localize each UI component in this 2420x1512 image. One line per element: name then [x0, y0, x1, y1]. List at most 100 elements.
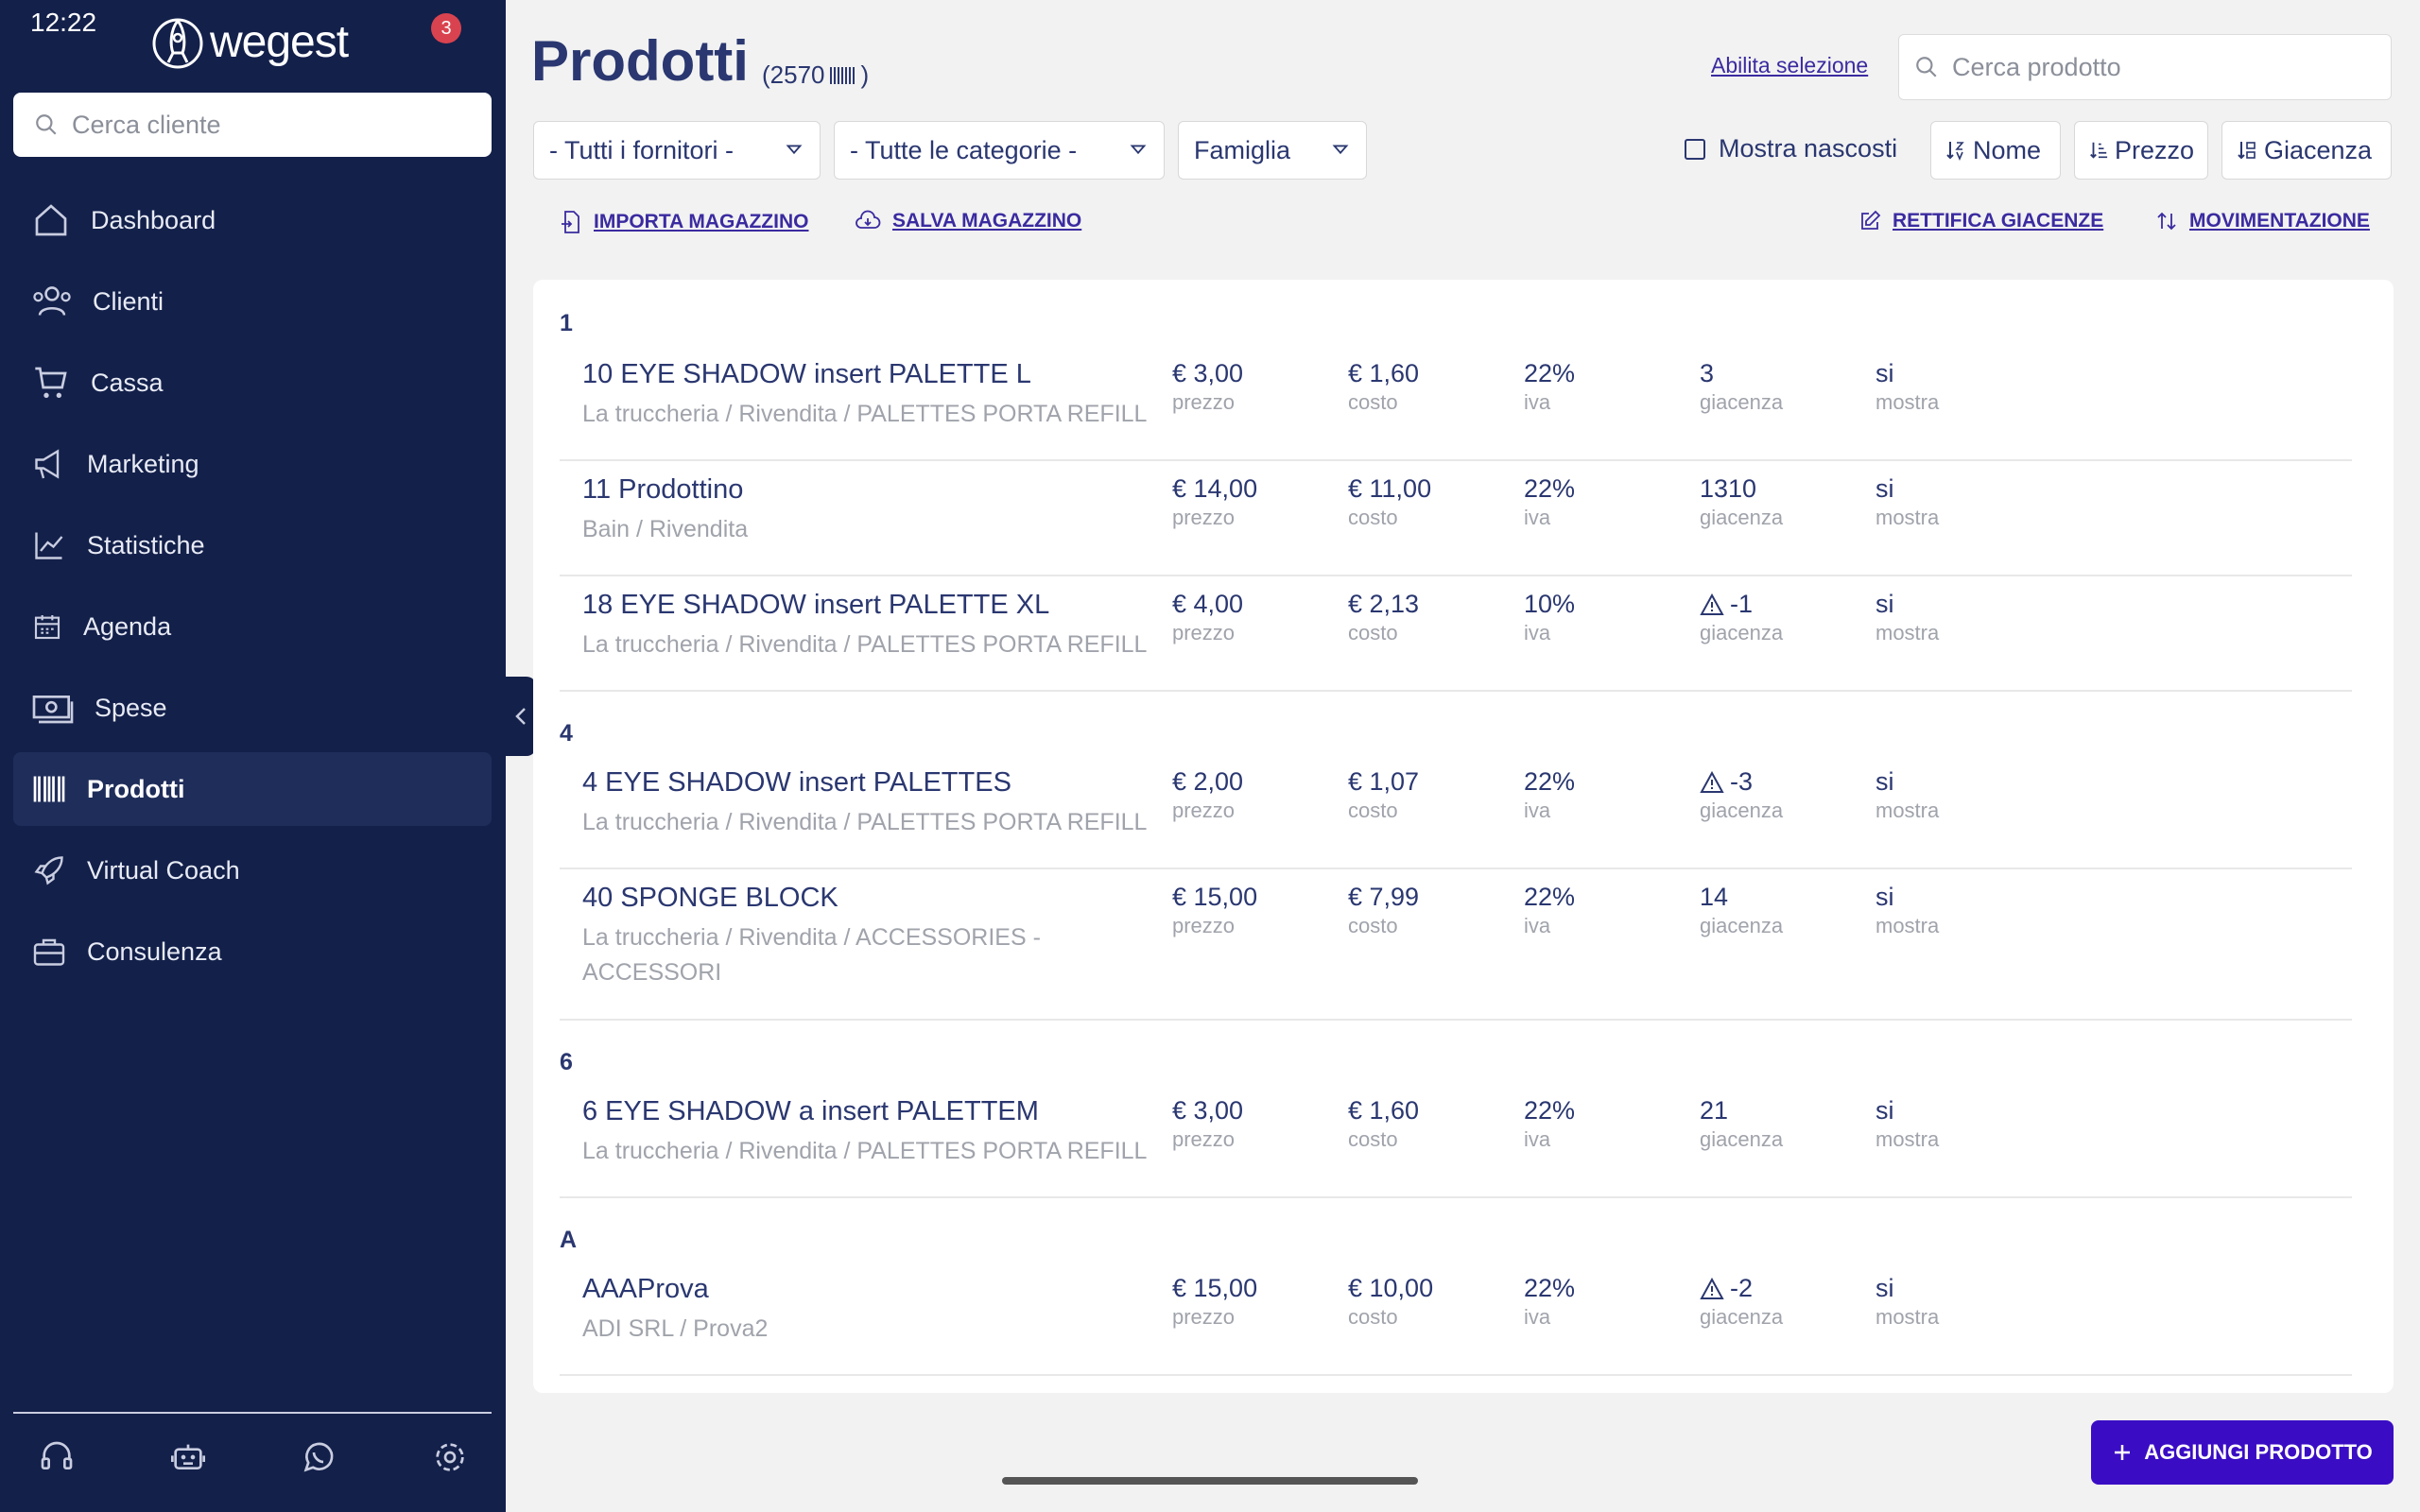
robot-icon[interactable]: [169, 1438, 207, 1476]
sidebar-item-label: Spese: [95, 693, 167, 722]
product-row[interactable]: 10 EYE SHADOW insert PALETTE L La trucch…: [560, 346, 2352, 461]
sort-amount-icon: [2090, 142, 2108, 159]
group-letter: A: [560, 1227, 578, 1253]
settings-icon[interactable]: [431, 1438, 469, 1476]
show-col: si mostra: [1876, 590, 1939, 645]
cost-label: costo: [1348, 506, 1398, 529]
users-icon: [33, 286, 71, 316]
product-row[interactable]: 40 SPONGE BLOCK La truccheria / Rivendit…: [560, 869, 2352, 1021]
headset-icon[interactable]: [38, 1438, 76, 1476]
sidebar-item-consulenza[interactable]: Consulenza: [13, 915, 492, 988]
vat-value: 22%: [1524, 1096, 1576, 1125]
show-label: mostra: [1876, 1305, 1940, 1329]
cost-value: € 10,00: [1348, 1274, 1434, 1302]
sort-az-icon: [1946, 142, 1964, 162]
product-name: 10 EYE SHADOW insert PALETTE L: [582, 359, 1031, 389]
product-path: ADI SRL / Prova2: [582, 1315, 769, 1342]
vat-label: iva: [1524, 506, 1551, 529]
product-name: 18 EYE SHADOW insert PALETTE XL: [582, 590, 1050, 620]
supplier-filter-select[interactable]: - Tutti i fornitori -: [533, 121, 821, 180]
vat-label: iva: [1524, 799, 1551, 822]
cost-value: € 11,00: [1348, 474, 1432, 503]
cost-col: € 2,13 costo: [1348, 590, 1419, 645]
product-path: La truccheria / Rivendita / PALETTES POR…: [582, 631, 1148, 658]
sidebar-item-clienti[interactable]: Clienti: [13, 265, 492, 338]
vat-col: 22% iva: [1524, 474, 1575, 530]
stock-value: 1310: [1700, 474, 1757, 503]
vat-col: 22% iva: [1524, 1274, 1575, 1330]
product-name: 6 EYE SHADOW a insert PALETTEM: [582, 1096, 1039, 1126]
sort-name-button[interactable]: Nome: [1930, 121, 2061, 180]
enable-selection-link[interactable]: Abilita selezione: [1711, 53, 1869, 77]
import-warehouse-link[interactable]: IMPORTA MAGAZZINO: [560, 210, 808, 234]
sidebar-item-virtual-coach[interactable]: Virtual Coach: [13, 833, 492, 907]
price-col: € 4,00 prezzo: [1172, 590, 1243, 645]
show-value: si: [1876, 883, 1894, 911]
stock-value: 14: [1700, 883, 1729, 911]
sidebar-item-prodotti[interactable]: Prodotti: [13, 752, 492, 826]
client-search-input[interactable]: [72, 110, 469, 140]
price-col: € 3,00 prezzo: [1172, 359, 1243, 415]
group-letter: 6: [560, 1049, 573, 1075]
sidebar-item-agenda[interactable]: Agenda: [13, 590, 492, 663]
vat-value: 22%: [1524, 359, 1576, 387]
vat-col: 22% iva: [1524, 359, 1575, 415]
collapse-sidebar-button[interactable]: [506, 677, 536, 756]
product-row[interactable]: 4 EYE SHADOW insert PALETTES La truccher…: [560, 754, 2352, 869]
chevron-down-icon: [1332, 145, 1349, 155]
category-filter-select[interactable]: - Tutte le categorie -: [834, 121, 1165, 180]
stock-label: giacenza: [1700, 799, 1784, 822]
show-value: si: [1876, 1274, 1894, 1302]
show-label: mostra: [1876, 621, 1940, 644]
chevron-left-icon: [515, 708, 526, 725]
product-path: La truccheria / Rivendita / ACCESSORIES …: [582, 924, 1041, 986]
product-search[interactable]: [1898, 34, 2392, 100]
family-filter-value: Famiglia: [1194, 135, 1291, 164]
sidebar-item-cassa[interactable]: Cassa: [13, 346, 492, 420]
sidebar-item-spese[interactable]: Spese: [13, 671, 492, 745]
supplier-filter-value: - Tutti i fornitori -: [549, 135, 735, 164]
product-row[interactable]: 6 EYE SHADOW a insert PALETTEM La trucch…: [560, 1083, 2352, 1198]
home-indicator[interactable]: [1002, 1477, 1418, 1485]
cost-value: € 1,07: [1348, 767, 1420, 796]
stock-col: -2 giacenza: [1700, 1274, 1783, 1330]
stock-movement-link[interactable]: MOVIMENTAZIONE: [2155, 210, 2370, 232]
money-icon: [32, 696, 74, 724]
price-col: € 2,00 prezzo: [1172, 767, 1243, 823]
stock-col: 1310 giacenza: [1700, 474, 1783, 530]
vat-col: 22% iva: [1524, 1096, 1575, 1152]
product-search-input[interactable]: [1952, 52, 2368, 82]
product-row[interactable]: AAAProva ADI SRL / Prova2 € 15,00 prezzo …: [560, 1261, 2352, 1376]
product-row[interactable]: 18 EYE SHADOW insert PALETTE XL La trucc…: [560, 576, 2352, 692]
sidebar-item-label: Consulenza: [87, 936, 222, 966]
sidebar-item-marketing[interactable]: Marketing: [13, 427, 492, 501]
product-count-value: (2570: [762, 60, 825, 89]
show-hidden-toggle[interactable]: Mostra nascosti: [1685, 134, 1897, 163]
vat-value: 22%: [1524, 767, 1576, 796]
show-col: si mostra: [1876, 359, 1939, 415]
notification-badge[interactable]: 3: [431, 13, 461, 43]
show-label: mostra: [1876, 506, 1940, 529]
whatsapp-icon[interactable]: [300, 1438, 337, 1476]
stock-col: 3 giacenza: [1700, 359, 1783, 415]
sidebar-item-statistiche[interactable]: Statistiche: [13, 508, 492, 582]
sort-stock-button[interactable]: Giacenza: [2221, 121, 2392, 180]
sidebar-item-label: Dashboard: [91, 205, 216, 234]
add-product-button[interactable]: AGGIUNGI PRODOTTO: [2091, 1420, 2394, 1485]
product-row[interactable]: 11 Prodottino Bain / Rivendita € 14,00 pr…: [560, 461, 2352, 576]
price-col: € 3,00 prezzo: [1172, 1096, 1243, 1152]
show-hidden-checkbox[interactable]: [1685, 138, 1705, 160]
save-warehouse-link[interactable]: SALVA MAGAZZINO: [855, 210, 1081, 232]
logo-text: wegest: [210, 16, 349, 67]
stock-value: 21: [1700, 1096, 1729, 1125]
show-col: si mostra: [1876, 767, 1939, 823]
sort-price-button[interactable]: Prezzo: [2074, 121, 2208, 180]
product-name: AAAProva: [582, 1274, 709, 1304]
adjust-stock-link[interactable]: RETTIFICA GIACENZE: [1858, 210, 2103, 232]
cost-label: costo: [1348, 1127, 1398, 1151]
client-search[interactable]: [13, 93, 492, 157]
sidebar-item-dashboard[interactable]: Dashboard: [13, 183, 492, 257]
family-filter-select[interactable]: Famiglia: [1178, 121, 1367, 180]
vat-col: 10% iva: [1524, 590, 1575, 645]
price-label: prezzo: [1172, 1305, 1236, 1329]
